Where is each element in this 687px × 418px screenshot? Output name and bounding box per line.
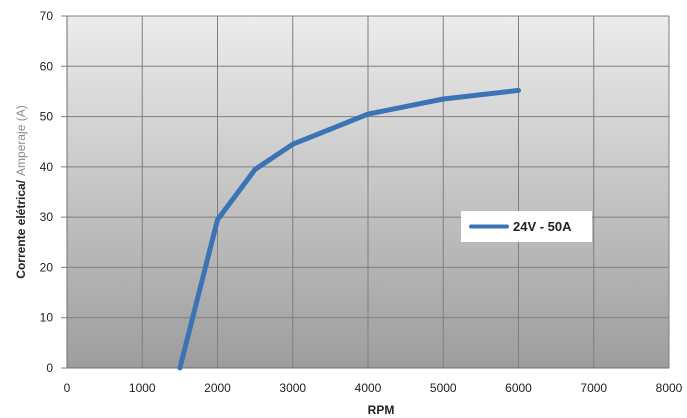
- y-axis-title-part2: Amperaje (A): [14, 105, 28, 176]
- y-tick-label: 40: [40, 160, 54, 174]
- y-tick-label: 70: [40, 9, 54, 23]
- x-tick-label: 0: [64, 381, 71, 395]
- legend: 24V - 50A: [461, 211, 592, 242]
- x-tick-label: 4000: [355, 381, 382, 395]
- x-tick-labels: 0 1000 2000 3000 4000 5000 6000 7000 8000: [64, 381, 683, 395]
- y-axis-title: Corrente elétrica/Amperaje (A): [14, 105, 28, 278]
- y-tick-labels: 0 10 20 30 40 50 60 70: [40, 9, 54, 375]
- x-tick-label: 3000: [279, 381, 306, 395]
- y-tick-label: 50: [40, 110, 54, 124]
- x-tick-label: 5000: [430, 381, 457, 395]
- x-tick-label: 7000: [580, 381, 607, 395]
- y-tick-label: 30: [40, 210, 54, 224]
- x-tick-label: 6000: [505, 381, 532, 395]
- x-axis-title: RPM: [368, 403, 395, 417]
- series-line: [177, 87, 521, 371]
- y-tick-label: 20: [40, 260, 54, 274]
- x-tick-label: 2000: [204, 381, 231, 395]
- y-tick-label: 10: [40, 311, 54, 325]
- y-axis-title-part1: Corrente elétrica/: [14, 179, 28, 278]
- y-tick-label: 60: [40, 59, 54, 73]
- y-tick-label: 0: [46, 361, 53, 375]
- series-lines: [177, 87, 521, 371]
- legend-label: 24V - 50A: [513, 219, 572, 234]
- x-tick-label: 1000: [129, 381, 156, 395]
- x-tick-label: 8000: [656, 381, 683, 395]
